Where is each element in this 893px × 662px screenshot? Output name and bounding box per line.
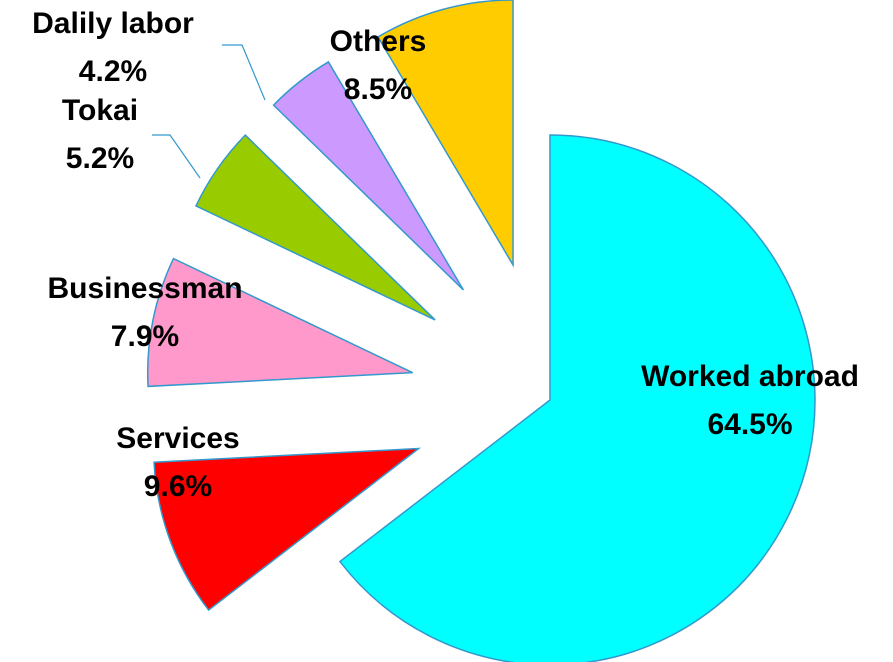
slice-label: Worked abroad <box>641 360 859 393</box>
slice-label: Dalily labor <box>32 7 194 40</box>
slice-label: Tokai <box>62 94 138 127</box>
slice-label: Others <box>330 25 427 58</box>
value-label: 4.2% <box>79 55 147 88</box>
pie-slice <box>194 134 436 321</box>
leader-line <box>152 134 201 179</box>
value-label: 64.5% <box>707 408 792 441</box>
slice-label: Services <box>116 422 239 455</box>
value-label: 5.2% <box>66 142 134 175</box>
pie-slice <box>146 257 414 388</box>
value-label: 8.5% <box>344 73 412 106</box>
pie-slice <box>153 447 422 612</box>
pie-slice <box>272 60 465 291</box>
value-label: 7.9% <box>111 320 179 353</box>
pie-slice <box>376 0 514 268</box>
slice-label: Businessman <box>47 272 242 305</box>
pie-slice <box>338 134 816 662</box>
value-label: 9.6% <box>144 470 212 503</box>
leader-line <box>222 44 266 101</box>
